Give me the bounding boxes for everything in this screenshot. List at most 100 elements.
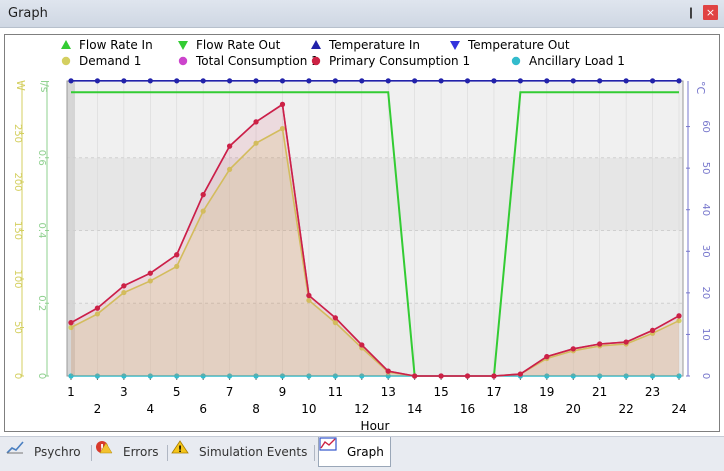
x-tick-label: 24	[671, 402, 686, 416]
data-point	[200, 192, 206, 198]
data-point	[306, 297, 312, 303]
data-point	[279, 126, 286, 132]
x-tick-label: 4	[146, 402, 154, 416]
x-tick-label: 8	[252, 402, 260, 416]
legend-marker-triangle-up	[311, 40, 321, 49]
legend-label: Ancillary Load 1	[529, 54, 625, 68]
close-icon[interactable]: ×	[703, 5, 718, 20]
chart-frame: Flow Rate In Flow Rate Out Temperature In T…	[4, 34, 721, 433]
tab-label: Simulation Events	[199, 445, 308, 459]
pin-icon[interactable]: ❙	[686, 6, 696, 19]
axis-unit-temp: °C	[694, 81, 707, 95]
axis-tick-w: 200	[12, 172, 23, 191]
data-point	[623, 78, 629, 84]
axis-tick-temp: 50	[700, 162, 711, 175]
legend-label: Temperature Out	[467, 38, 570, 52]
plot-band	[67, 303, 683, 376]
data-point	[438, 373, 444, 379]
x-tick-label: 14	[407, 402, 422, 416]
data-point	[227, 373, 233, 379]
tab-errors[interactable]: ! Errors	[95, 440, 165, 466]
tab-psychro[interactable]: Psychro	[6, 440, 87, 466]
data-point	[174, 78, 180, 84]
tab-graph[interactable]: Graph	[318, 437, 391, 467]
x-tick-label: 17	[486, 385, 501, 399]
data-point	[676, 373, 682, 379]
axis-unit-w: W	[14, 80, 27, 91]
grid	[67, 81, 683, 377]
error-icon: !	[96, 441, 119, 459]
axis-tick-temp: 40	[700, 203, 711, 216]
tab-simulation-events[interactable]: ! Simulation Events	[171, 440, 313, 466]
data-point	[147, 78, 153, 84]
data-point	[94, 305, 101, 311]
data-point	[121, 289, 127, 296]
data-point	[412, 373, 418, 379]
data-point	[253, 373, 259, 379]
line-chart[interactable]: Flow Rate In Flow Rate Out Temperature In T…	[5, 35, 721, 433]
data-point	[94, 311, 101, 317]
data-point	[147, 270, 153, 276]
data-point	[279, 101, 286, 107]
x-axis-label: Hour	[361, 419, 390, 433]
data-point	[121, 283, 127, 289]
data-point	[279, 78, 286, 84]
data-point	[359, 78, 365, 84]
data-point	[570, 373, 576, 379]
data-point	[147, 373, 153, 379]
data-point	[253, 78, 259, 84]
data-point	[227, 143, 233, 149]
x-tick-label: 18	[513, 402, 528, 416]
legend-marker-triangle-down	[450, 41, 460, 50]
graph-area: Flow Rate In Flow Rate Out Temperature In T…	[0, 28, 724, 436]
axis-tick-temp: 0	[700, 373, 711, 379]
axis-tick-w: 50	[12, 321, 23, 334]
x-tick-label: 3	[120, 385, 128, 399]
tab-separator	[167, 445, 168, 461]
tab-label: Psychro	[34, 445, 81, 459]
axis-tick-temp: 60	[700, 120, 711, 133]
x-tick-label: 23	[645, 385, 660, 399]
data-point	[200, 373, 206, 379]
data-point	[253, 140, 259, 146]
series-line	[70, 103, 680, 377]
x-tick-label: 1	[67, 385, 75, 399]
data-point	[306, 373, 312, 379]
series-area	[71, 104, 679, 377]
x-tick-label: 19	[539, 385, 554, 399]
legend-marker-triangle-down	[178, 41, 188, 50]
data-point	[359, 342, 365, 348]
series-line	[70, 127, 680, 377]
data-point	[174, 263, 180, 269]
data-point	[517, 371, 523, 377]
data-point	[68, 324, 74, 331]
series-primary-consumption-1	[68, 101, 682, 379]
svg-text:!: !	[100, 443, 105, 454]
data-point	[491, 78, 497, 84]
series-temperature-in	[68, 78, 682, 84]
x-tick-label: 22	[618, 402, 633, 416]
data-point	[121, 78, 127, 84]
data-point	[649, 327, 656, 334]
axis-tick-temp: 20	[700, 286, 711, 299]
data-point	[385, 373, 391, 379]
data-point	[332, 373, 338, 379]
data-point	[147, 278, 153, 284]
legend-label: Demand 1	[79, 54, 141, 68]
data-point	[174, 252, 180, 258]
data-point	[200, 208, 206, 214]
data-point	[385, 368, 391, 374]
data-point	[174, 373, 180, 379]
data-point	[253, 119, 259, 125]
axis-tick-flow: 0.4	[36, 223, 47, 239]
data-point	[649, 373, 656, 379]
data-point	[227, 78, 233, 84]
data-point	[94, 373, 101, 379]
data-point	[68, 373, 74, 379]
data-point	[279, 373, 286, 379]
legend-label: Flow Rate In	[79, 38, 153, 52]
data-point	[570, 346, 576, 352]
axis-tick-flow: 0.2	[36, 295, 47, 311]
data-point	[649, 78, 656, 84]
